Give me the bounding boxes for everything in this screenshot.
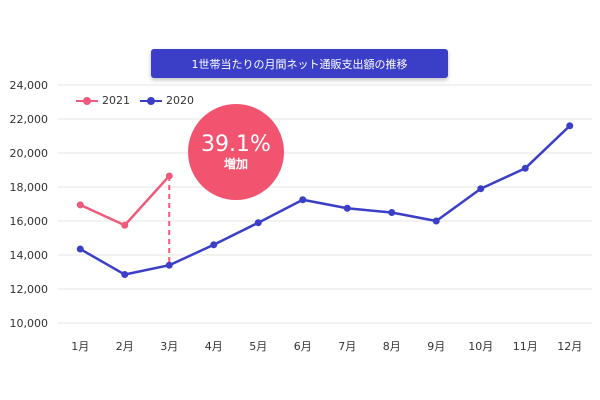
legend: 2021 2020	[76, 94, 194, 107]
y-tick-label: 20,000	[10, 147, 49, 160]
data-point-2020	[299, 196, 307, 204]
x-tick-label: 6月	[294, 340, 312, 353]
data-point-2020	[432, 217, 440, 225]
legend-swatch	[140, 96, 162, 106]
x-tick-label: 1月	[71, 340, 89, 353]
x-tick-label: 12月	[557, 340, 582, 353]
data-point-2020	[566, 122, 574, 130]
data-point-2020	[121, 271, 129, 279]
data-point-2021	[76, 201, 84, 209]
increase-label: 増加	[223, 157, 248, 171]
series-line-2020	[79, 124, 571, 276]
data-point-2020	[254, 219, 262, 227]
increase-value: 39.1%	[201, 132, 271, 157]
chart-title: 1世帯当たりの月間ネット通販支出額の推移	[151, 49, 448, 78]
data-point-2020	[388, 209, 396, 216]
data-point-2020	[521, 164, 529, 172]
series-line-2021	[79, 175, 171, 227]
legend-item-2020: 2020	[140, 94, 194, 107]
data-point-2021	[121, 221, 129, 229]
x-tick-label: 11月	[513, 340, 538, 353]
series-layer	[76, 122, 574, 279]
data-point-2020	[343, 204, 351, 212]
x-tick-label: 9月	[427, 340, 445, 353]
y-tick-label: 16,000	[10, 215, 49, 228]
y-tick-label: 12,000	[10, 283, 49, 296]
data-point-2021	[165, 172, 173, 180]
y-tick-label: 10,000	[10, 317, 49, 330]
increase-bubble: 39.1% 増加	[188, 104, 284, 200]
y-tick-label: 22,000	[10, 113, 49, 126]
y-tick-label: 24,000	[10, 79, 49, 92]
x-axis: 1月 2月 3月 4月 5月 6月 7月 8月 9月 10月 11月 12月	[71, 340, 582, 353]
grid-lines	[58, 84, 592, 324]
legend-swatch	[76, 96, 98, 106]
y-tick-label: 14,000	[10, 249, 49, 262]
data-point-2020	[165, 261, 173, 269]
x-tick-label: 8月	[383, 340, 401, 353]
data-point-2020	[76, 245, 84, 253]
x-tick-label: 3月	[160, 340, 178, 353]
x-tick-label: 5月	[249, 340, 267, 353]
y-tick-label: 18,000	[10, 181, 49, 194]
x-tick-label: 2月	[116, 340, 134, 353]
data-point-2020	[210, 241, 218, 249]
legend-label: 2021	[102, 94, 130, 107]
legend-label: 2020	[166, 94, 194, 107]
y-axis: 10,000 12,000 14,000 16,000 18,000 20,000 22,0…	[10, 79, 49, 330]
x-tick-label: 7月	[338, 340, 356, 353]
data-point-2020	[477, 185, 485, 193]
x-tick-label: 4月	[205, 340, 223, 353]
legend-item-2021: 2021	[76, 94, 130, 107]
x-tick-label: 10月	[468, 340, 493, 353]
